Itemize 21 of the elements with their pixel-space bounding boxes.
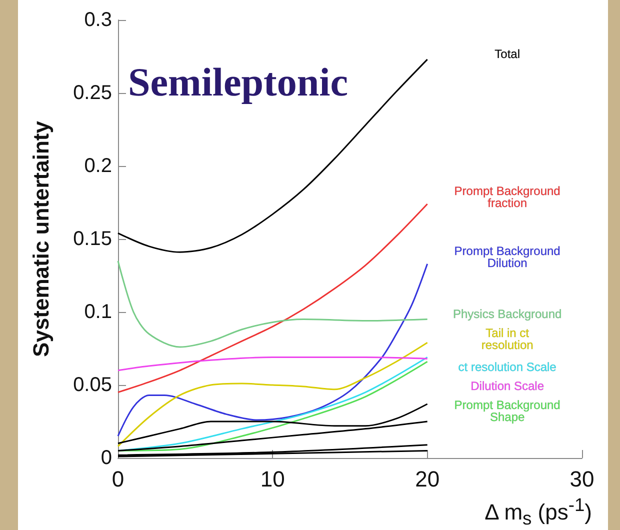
y-tick-label: 0.1 — [84, 301, 112, 323]
text: Physics Background — [452, 306, 562, 321]
text: Prompt Background fraction — [454, 184, 560, 210]
y-tick-label: 0.15 — [73, 228, 112, 250]
text: Prompt Background Shape — [454, 398, 560, 424]
text: Total — [494, 46, 520, 61]
y-tick-label: 0.3 — [84, 9, 112, 31]
text: Prompt Background Dilution — [454, 244, 560, 270]
text: Semileptonic — [128, 60, 348, 104]
text: ct resolution Scale — [458, 360, 557, 374]
x-tick-label: 30 — [570, 466, 594, 492]
y-tick-label: 0.2 — [84, 155, 112, 177]
y-tick-label: 0 — [100, 447, 112, 469]
text: Tail in ct resolution — [481, 326, 534, 352]
y-axis-title: Systematic untertainty — [28, 120, 54, 357]
text: Dilution Scale — [470, 378, 544, 393]
x-axis-title: Δ m$_{s}$ (ps$^{-1}$) — [484, 494, 592, 530]
x-tick-label: 10 — [260, 466, 285, 492]
y-tick-label: 0.05 — [73, 374, 112, 396]
y-tick-label: 0.25 — [73, 82, 112, 104]
x-tick-label: 20 — [415, 466, 440, 492]
